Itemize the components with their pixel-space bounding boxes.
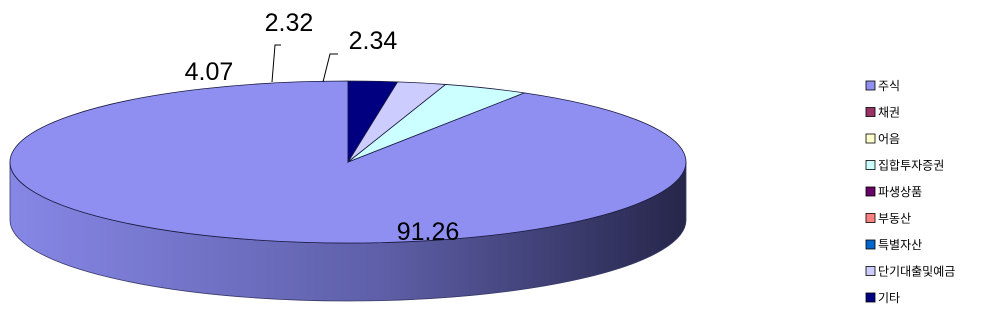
data-labels: 91.26 4.07 2.32 2.34 (185, 9, 460, 246)
data-label-4: 4.07 (185, 58, 234, 86)
legend-label-6: 부동산 (878, 212, 911, 226)
legend-swatch-7 (865, 239, 876, 250)
legend-swatch-4 (865, 160, 876, 170)
data-label-8: 2.32 (265, 9, 314, 37)
legend-swatch-1 (865, 80, 876, 91)
pie-slices (9, 80, 687, 244)
legend-label-8: 단기대출및예금 (878, 265, 955, 279)
leader-lines (271, 44, 338, 83)
legend-swatch-9 (865, 292, 876, 303)
legend-swatch-2 (865, 107, 876, 117)
legend-swatch-8 (865, 266, 876, 276)
legend-label-2: 채권 (878, 106, 900, 120)
data-label-9: 2.34 (349, 27, 398, 55)
legend-swatch-6 (865, 213, 876, 223)
pie-slice-9 (347, 80, 399, 164)
legend-label-1: 주식 (878, 79, 900, 93)
legend-label-7: 특별자산 (878, 238, 922, 252)
data-label-1: 91.26 (397, 218, 460, 246)
legend-swatch-5 (865, 186, 876, 197)
leader-line-9 (322, 53, 338, 83)
legend-label-4: 집합투자증권 (878, 159, 944, 173)
legend-label-9: 기타 (878, 291, 900, 305)
legend-swatch-3 (865, 133, 876, 144)
legend-label-5: 파생상품 (878, 185, 922, 199)
legend-label-3: 어음 (878, 132, 900, 146)
leader-line-8 (271, 44, 281, 83)
